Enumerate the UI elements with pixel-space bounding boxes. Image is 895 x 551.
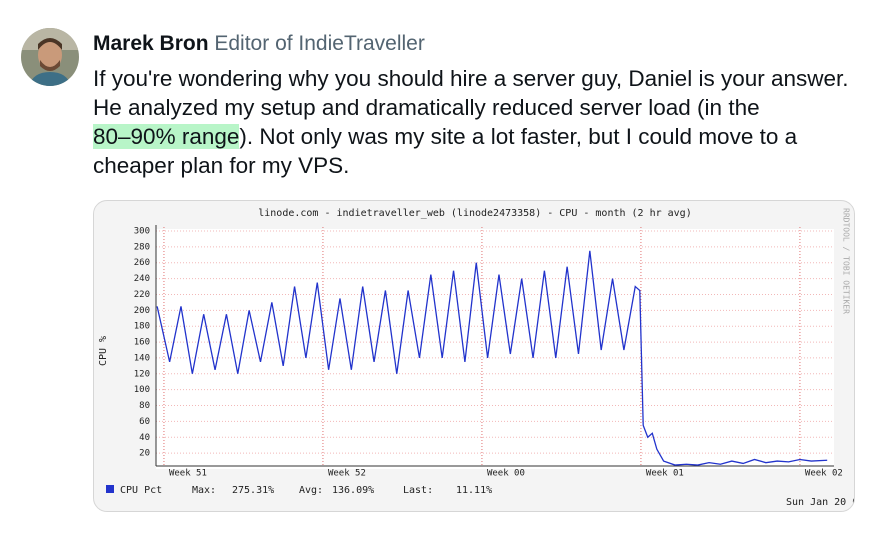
x-tick-label: Week 52 bbox=[328, 469, 366, 479]
y-tick-label: 120 bbox=[134, 369, 150, 379]
watermark: RRDTOOL / TOBI OETIKER bbox=[842, 208, 851, 314]
y-tick-label: 20 bbox=[139, 449, 150, 459]
legend-label: CPU Pct bbox=[120, 485, 162, 496]
y-tick-label: 220 bbox=[134, 290, 150, 300]
plot-area bbox=[156, 229, 834, 469]
x-tick-label: Week 02 bbox=[805, 469, 843, 479]
legend-stat-value: 275.31% bbox=[232, 485, 274, 496]
chart: linode.com - indietraveller_web (linode2… bbox=[98, 208, 854, 508]
legend-stat-value: 136.09% bbox=[332, 485, 374, 496]
y-tick-label: 80 bbox=[139, 401, 150, 411]
legend-stat-label: Max: bbox=[192, 485, 216, 496]
x-tick-label: Week 51 bbox=[169, 469, 207, 479]
x-tick-label: Week 01 bbox=[646, 469, 684, 479]
y-axis-label: CPU % bbox=[98, 336, 109, 366]
x-tick-label: Week 00 bbox=[487, 469, 525, 479]
y-tick-label: 60 bbox=[139, 417, 150, 427]
legend-stat-label: Last: bbox=[403, 485, 433, 496]
y-tick-label: 100 bbox=[134, 385, 150, 395]
highlight: 80–90% range bbox=[93, 124, 240, 149]
y-tick-label: 280 bbox=[134, 242, 150, 252]
y-tick-label: 140 bbox=[134, 353, 150, 363]
timestamp: Sun Jan 20 09:45:37 2019 bbox=[786, 497, 854, 508]
author-role: Editor of IndieTraveller bbox=[214, 32, 425, 55]
author-name[interactable]: Marek Bron bbox=[93, 32, 209, 55]
post-text: He analyzed my setup and dramatically re… bbox=[93, 95, 760, 120]
y-tick-label: 40 bbox=[139, 433, 150, 443]
chart-title: linode.com - indietraveller_web (linode2… bbox=[258, 208, 691, 219]
y-tick-label: 260 bbox=[134, 258, 150, 268]
post-text: cheaper plan for my VPS. bbox=[93, 153, 350, 178]
avatar[interactable] bbox=[21, 28, 79, 86]
y-tick-label: 180 bbox=[134, 322, 150, 332]
legend-stat-label: Avg: bbox=[299, 485, 323, 496]
y-tick-label: 200 bbox=[134, 306, 150, 316]
legend-stat-value: 11.11% bbox=[456, 485, 492, 496]
author-line: Marek Bron Editor of IndieTraveller bbox=[93, 32, 425, 56]
post-text: 80–90% range). Not only was my site a lo… bbox=[93, 124, 797, 150]
post-text: If you're wondering why you should hire … bbox=[93, 66, 849, 91]
data-line bbox=[156, 250, 828, 466]
y-tick-label: 300 bbox=[134, 227, 150, 237]
y-tick-label: 240 bbox=[134, 274, 150, 284]
y-tick-label: 160 bbox=[134, 338, 150, 348]
chart-image[interactable]: linode.com - indietraveller_web (linode2… bbox=[93, 200, 855, 512]
post-text: ). Not only was my site a lot faster, bu… bbox=[239, 124, 798, 149]
legend-swatch bbox=[106, 485, 114, 493]
